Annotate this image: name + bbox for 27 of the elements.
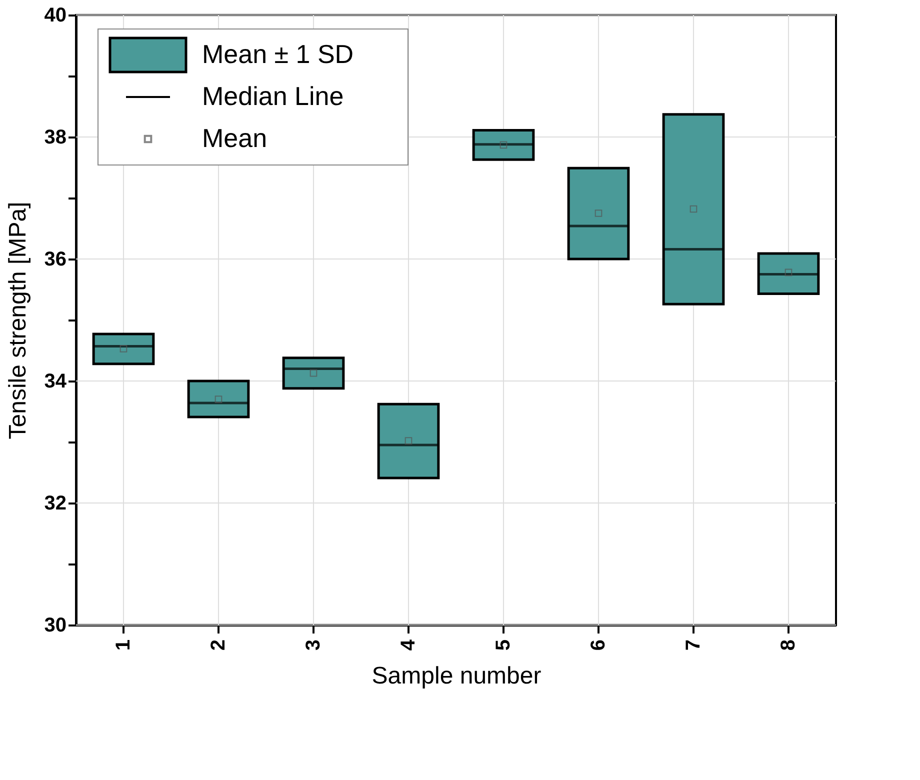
point bbox=[404, 437, 412, 444]
y-tick-label: 38 bbox=[44, 126, 66, 148]
y-tick-label: 30 bbox=[44, 614, 66, 636]
x-tick-label: 4 bbox=[398, 638, 420, 651]
y-tick-label: 34 bbox=[44, 370, 68, 392]
point bbox=[690, 205, 698, 213]
x-tick-label: 5 bbox=[492, 640, 514, 651]
y-axis-title: Tensile strength [MPa] bbox=[4, 202, 32, 440]
point bbox=[310, 369, 318, 377]
x-tick-label: 3 bbox=[302, 640, 324, 651]
x-axis-title: Sample number bbox=[372, 662, 542, 690]
point bbox=[120, 345, 128, 352]
x-tick-label: 2 bbox=[208, 640, 230, 651]
point bbox=[214, 396, 222, 403]
x-tick-label: 1 bbox=[112, 640, 134, 651]
x-tick-label: 6 bbox=[588, 640, 610, 651]
point bbox=[594, 210, 602, 217]
y-tick-label: 32 bbox=[44, 492, 66, 514]
point bbox=[500, 141, 508, 149]
legend-label: Mean bbox=[202, 123, 268, 153]
annotation: Median Line bbox=[202, 81, 344, 111]
legend-label: Mean ± 1 SD bbox=[202, 39, 354, 69]
y-tick-label: 40 bbox=[44, 4, 66, 26]
y-tick-label: 36 bbox=[44, 248, 66, 270]
x-tick-label: 8 bbox=[778, 640, 800, 651]
point bbox=[784, 268, 792, 276]
x-tick-label: 7 bbox=[682, 640, 704, 651]
